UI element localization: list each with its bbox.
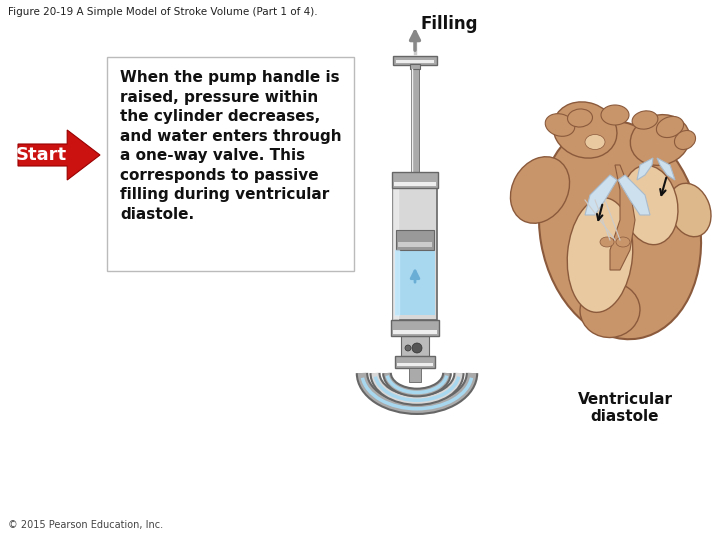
- Ellipse shape: [553, 102, 617, 158]
- Text: Figure 20-19 A Simple Model of Stroke Volume (Part 1 of 4).: Figure 20-19 A Simple Model of Stroke Vo…: [8, 7, 318, 17]
- Bar: [393, 330, 437, 334]
- Polygon shape: [610, 165, 635, 270]
- Ellipse shape: [545, 114, 575, 136]
- Text: Start: Start: [17, 146, 68, 164]
- Bar: [411, 69, 419, 172]
- Ellipse shape: [601, 105, 629, 125]
- Bar: [396, 230, 434, 250]
- Text: Filling: Filling: [420, 15, 477, 33]
- Ellipse shape: [580, 282, 640, 338]
- Ellipse shape: [632, 111, 658, 129]
- Ellipse shape: [567, 109, 593, 127]
- Ellipse shape: [585, 134, 605, 150]
- Bar: [395, 356, 435, 368]
- Bar: [394, 182, 436, 186]
- Ellipse shape: [675, 131, 696, 150]
- Ellipse shape: [567, 198, 633, 312]
- Bar: [398, 242, 432, 247]
- Polygon shape: [657, 158, 675, 180]
- Polygon shape: [18, 130, 100, 180]
- Bar: [409, 368, 421, 382]
- Polygon shape: [618, 175, 650, 215]
- Bar: [393, 56, 437, 65]
- Ellipse shape: [600, 237, 614, 247]
- Circle shape: [405, 345, 411, 351]
- Ellipse shape: [669, 183, 711, 237]
- Ellipse shape: [539, 121, 701, 339]
- Bar: [391, 320, 439, 336]
- Circle shape: [412, 343, 422, 353]
- Text: Ventricular
diastole: Ventricular diastole: [577, 392, 672, 424]
- Bar: [396, 60, 434, 63]
- Ellipse shape: [622, 165, 678, 245]
- Ellipse shape: [657, 117, 683, 138]
- Bar: [397, 363, 433, 366]
- FancyBboxPatch shape: [107, 57, 354, 271]
- Polygon shape: [585, 175, 617, 215]
- Bar: [393, 188, 437, 320]
- Bar: [395, 250, 435, 315]
- Text: © 2015 Pearson Education, Inc.: © 2015 Pearson Education, Inc.: [8, 520, 163, 530]
- Bar: [410, 64, 420, 69]
- Text: When the pump handle is
raised, pressure within
the cylinder decreases,
and wate: When the pump handle is raised, pressure…: [120, 70, 341, 222]
- Bar: [392, 172, 438, 188]
- Ellipse shape: [630, 114, 690, 165]
- Polygon shape: [637, 158, 653, 180]
- Ellipse shape: [616, 237, 630, 247]
- Ellipse shape: [510, 157, 570, 223]
- Bar: [401, 336, 429, 356]
